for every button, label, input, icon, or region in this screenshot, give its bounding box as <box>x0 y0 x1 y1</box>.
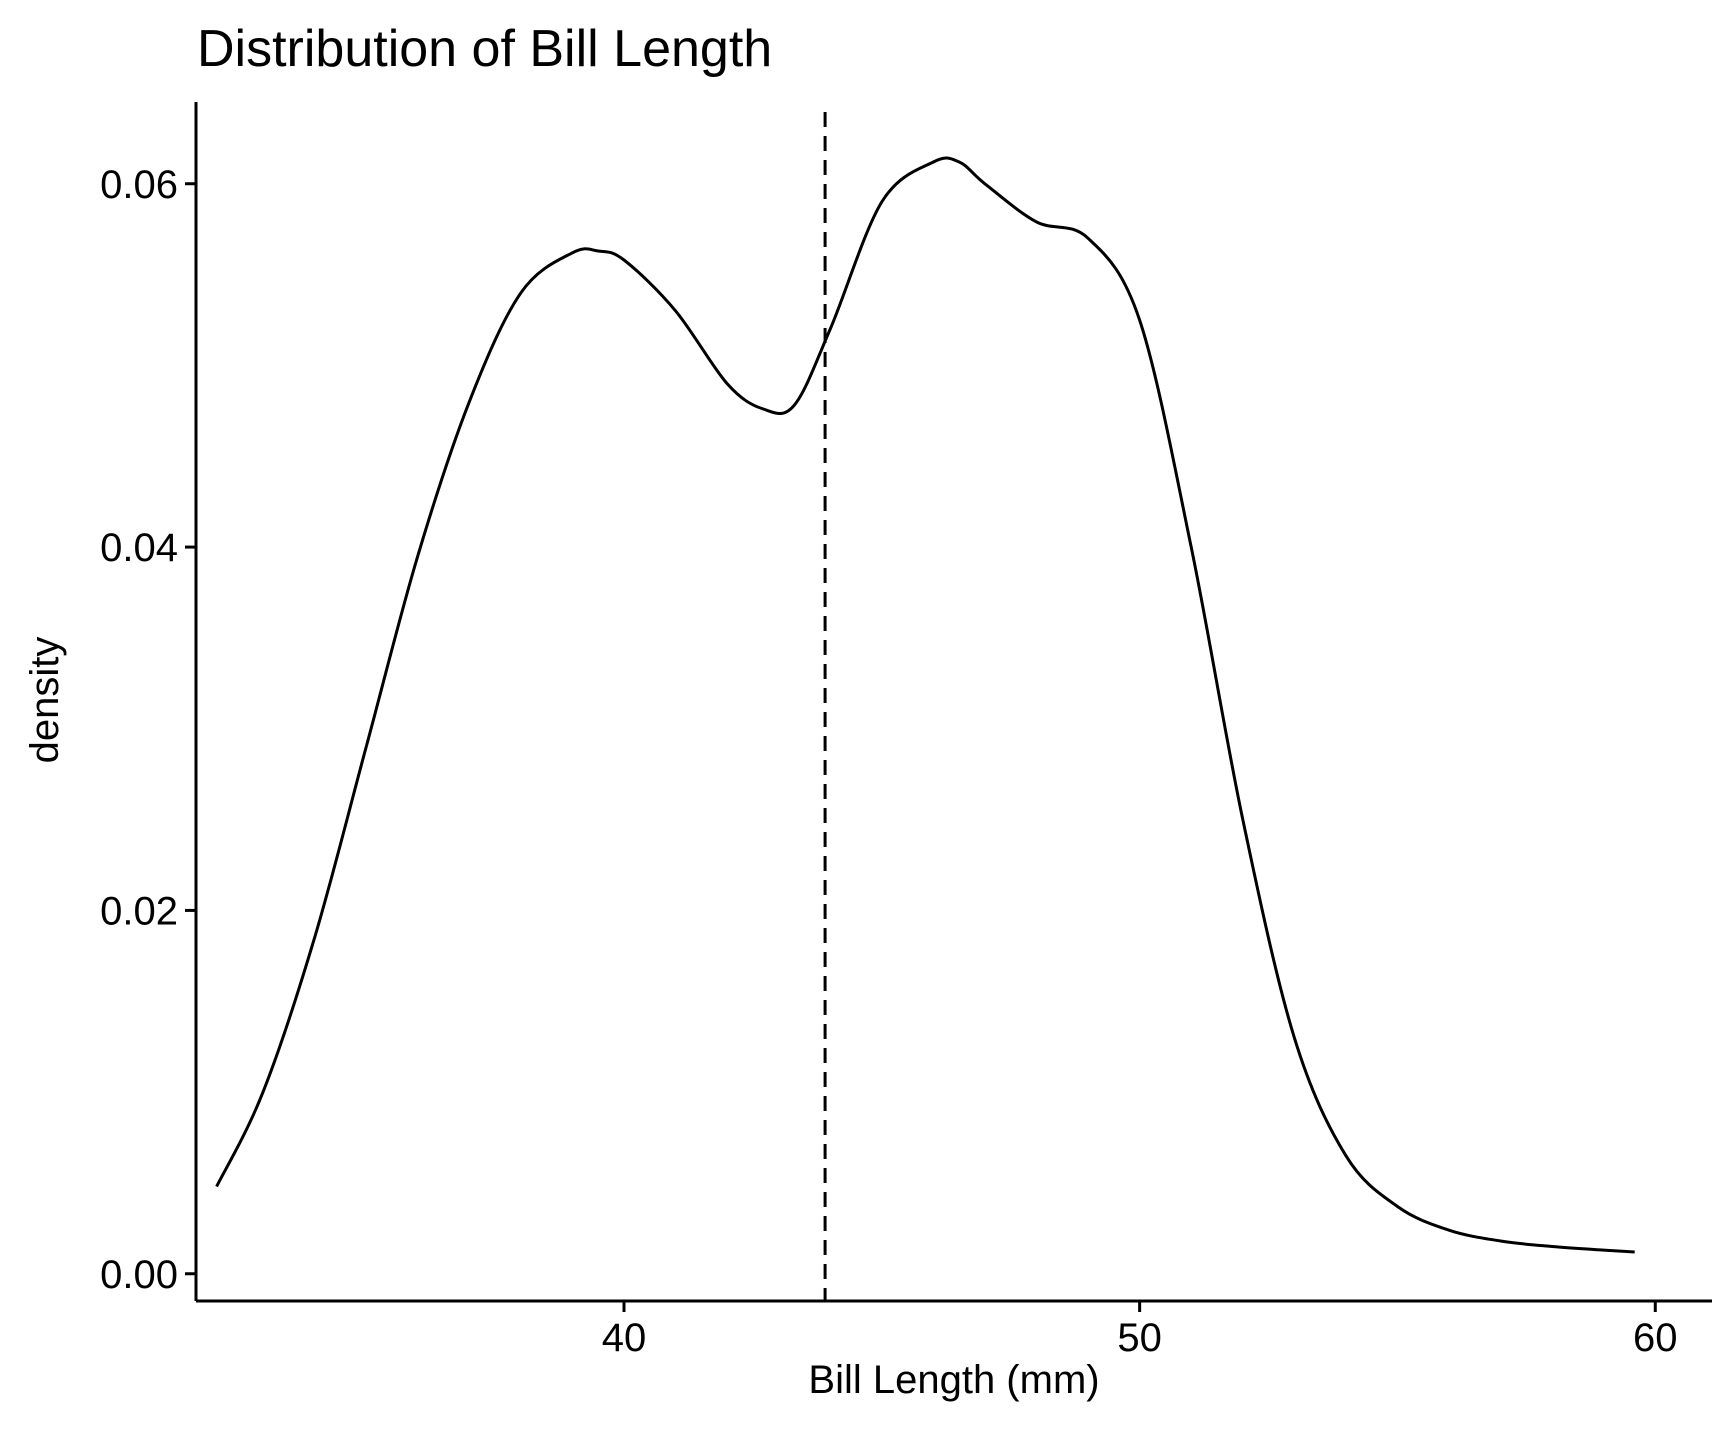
y-tick-label: 0.06 <box>100 163 178 207</box>
x-axis-ticks: 40 50 60 <box>602 1301 1678 1360</box>
x-tick-label: 50 <box>1117 1316 1162 1360</box>
y-tick-label: 0.00 <box>100 1253 178 1297</box>
density-curve-0 <box>215 156 1635 1254</box>
y-axis-title: density <box>23 637 67 764</box>
x-tick-label: 60 <box>1633 1316 1678 1360</box>
y-tick-label: 0.02 <box>100 889 178 933</box>
plot-area <box>215 112 1635 1301</box>
y-tick-label: 0.04 <box>100 526 178 570</box>
x-axis-title: Bill Length (mm) <box>808 1358 1099 1402</box>
chart-title: Distribution of Bill Length <box>197 20 772 78</box>
y-axis-ticks: 0.00 0.02 0.04 0.06 <box>100 163 196 1297</box>
x-tick-label: 40 <box>602 1316 647 1360</box>
